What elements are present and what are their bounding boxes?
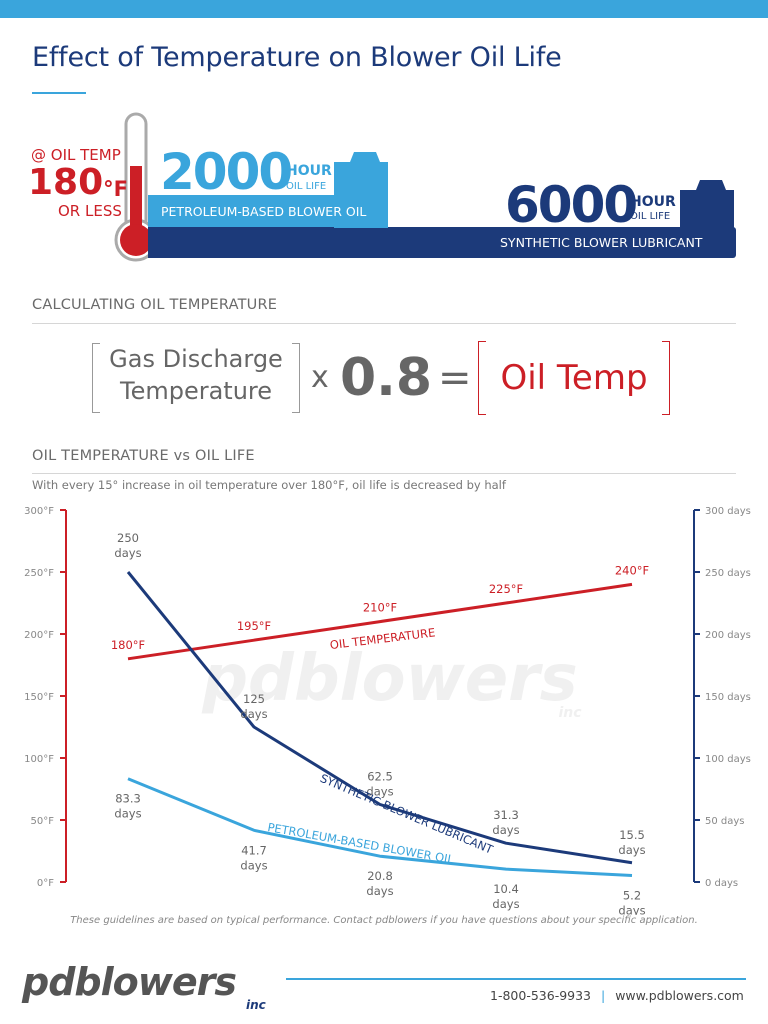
left-bracket-close: [292, 343, 300, 413]
footer-phone[interactable]: 1-800-536-9933: [490, 988, 592, 1003]
temp-data-label: 195°F: [237, 619, 271, 633]
footer-separator: |: [601, 988, 606, 1003]
temp-data-label: 225°F: [489, 582, 523, 596]
footer-logo: pdblowers: [22, 960, 237, 1004]
petroleum-data-label-unit: days: [366, 884, 393, 898]
watermark-logo: pdblowers: [201, 642, 578, 716]
right-bracket-close: [662, 341, 670, 415]
synthetic-data-label-unit: days: [240, 707, 267, 721]
synthetic-data-label: 31.3: [493, 808, 519, 822]
petroleum-hour-word: HOUR: [286, 163, 332, 179]
right-bracket-open: [478, 341, 486, 415]
series-line-2: [127, 777, 633, 878]
footer-logo-sub: inc: [246, 998, 266, 1012]
left-axis-tick-label: 200°F: [24, 630, 54, 641]
synthetic-hours: 6000: [505, 176, 638, 234]
watermark-logo-sub: inc: [558, 705, 582, 721]
page-title: Effect of Temperature on Blower Oil Life: [32, 42, 562, 73]
petroleum-data-label: 5.2: [623, 889, 641, 903]
petroleum-data-label-unit: days: [492, 897, 519, 911]
formula-term-line2: Temperature: [119, 377, 273, 405]
synthetic-name: SYNTHETIC BLOWER LUBRICANT: [500, 235, 703, 250]
footer-rule: [286, 978, 746, 980]
left-axis-tick-label: 100°F: [24, 754, 54, 765]
temp-value: 180: [28, 162, 104, 203]
synthetic-data-label-unit: days: [114, 546, 141, 560]
synthetic-data-label: 62.5: [367, 770, 393, 784]
right-axis-tick-label: 150 days: [705, 692, 751, 703]
petroleum-name: PETROLEUM-BASED BLOWER OIL: [161, 204, 367, 219]
synthetic-hour-word: HOUR: [630, 194, 676, 210]
left-axis-tick-label: 300°F: [24, 506, 54, 517]
top-accent-bar: [0, 0, 768, 18]
synthetic-data-label-unit: days: [492, 823, 519, 837]
petroleum-data-label-unit: days: [114, 807, 141, 821]
oil-jug-icon-petroleum: [334, 152, 388, 228]
chart-subtitle: With every 15° increase in oil temperatu…: [32, 478, 506, 492]
right-axis-tick-label: 100 days: [705, 754, 751, 765]
petroleum-data-label: 10.4: [493, 882, 519, 896]
series-line-0: [127, 582, 633, 661]
formula-term-line1: Gas Discharge: [109, 345, 283, 373]
synthetic-data-label: 250: [117, 531, 139, 545]
chart-section-title: OIL TEMPERATURE vs OIL LIFE: [32, 448, 255, 464]
left-axis-tick-label: 0°F: [37, 878, 54, 889]
left-axis-tick-label: 50°F: [31, 816, 55, 827]
right-axis-tick-label: 0 days: [705, 878, 738, 889]
left-axis-tick-label: 150°F: [24, 692, 54, 703]
synthetic-data-label-unit: days: [618, 843, 645, 857]
right-axis-tick-label: 250 days: [705, 568, 751, 579]
chart-section-rule: [32, 473, 736, 474]
formula-times: x: [311, 360, 329, 395]
oil-jug-icon-synthetic: [680, 180, 734, 230]
temp-data-label: 180°F: [111, 638, 145, 652]
or-less-label: OR LESS: [58, 202, 122, 220]
left-axis-tick-label: 250°F: [24, 568, 54, 579]
temp-data-label: 210°F: [363, 601, 397, 615]
right-axis-tick-label: 300 days: [705, 506, 751, 517]
petroleum-data-label: 83.3: [115, 792, 141, 806]
temp-data-label: 240°F: [615, 563, 649, 577]
calc-section-title: CALCULATING OIL TEMPERATURE: [32, 297, 278, 313]
petroleum-data-label: 41.7: [241, 843, 267, 857]
petroleum-data-label-unit: days: [240, 858, 267, 872]
footer-website[interactable]: www.pdblowers.com: [615, 988, 744, 1003]
calc-section-rule: [32, 323, 736, 324]
oil-temp-label: @ OIL TEMP: [31, 146, 121, 164]
right-axis-tick-label: 200 days: [705, 630, 751, 641]
formula-equals: =: [438, 355, 472, 401]
petroleum-hours: 2000: [160, 143, 293, 201]
chart-footnote: These guidelines are based on typical pe…: [70, 915, 698, 926]
synthetic-data-label: 15.5: [619, 828, 645, 842]
synthetic-oil-life: OIL LIFE: [630, 211, 671, 222]
left-bracket-open: [92, 343, 100, 413]
temp-unit: °F: [103, 177, 129, 201]
right-axis-tick-label: 50 days: [705, 816, 745, 827]
synthetic-bar: [148, 227, 736, 258]
formula-factor: 0.8: [340, 348, 433, 408]
series-line-1: [126, 571, 633, 865]
synthetic-data-label-unit: days: [366, 785, 393, 799]
petroleum-data-label-unit: days: [618, 904, 645, 915]
petroleum-oil-life: OIL LIFE: [286, 181, 327, 192]
title-underline: [32, 92, 86, 94]
petroleum-data-label: 20.8: [367, 869, 393, 883]
synthetic-data-label: 125: [243, 692, 265, 706]
formula-result: Oil Temp: [500, 358, 648, 398]
